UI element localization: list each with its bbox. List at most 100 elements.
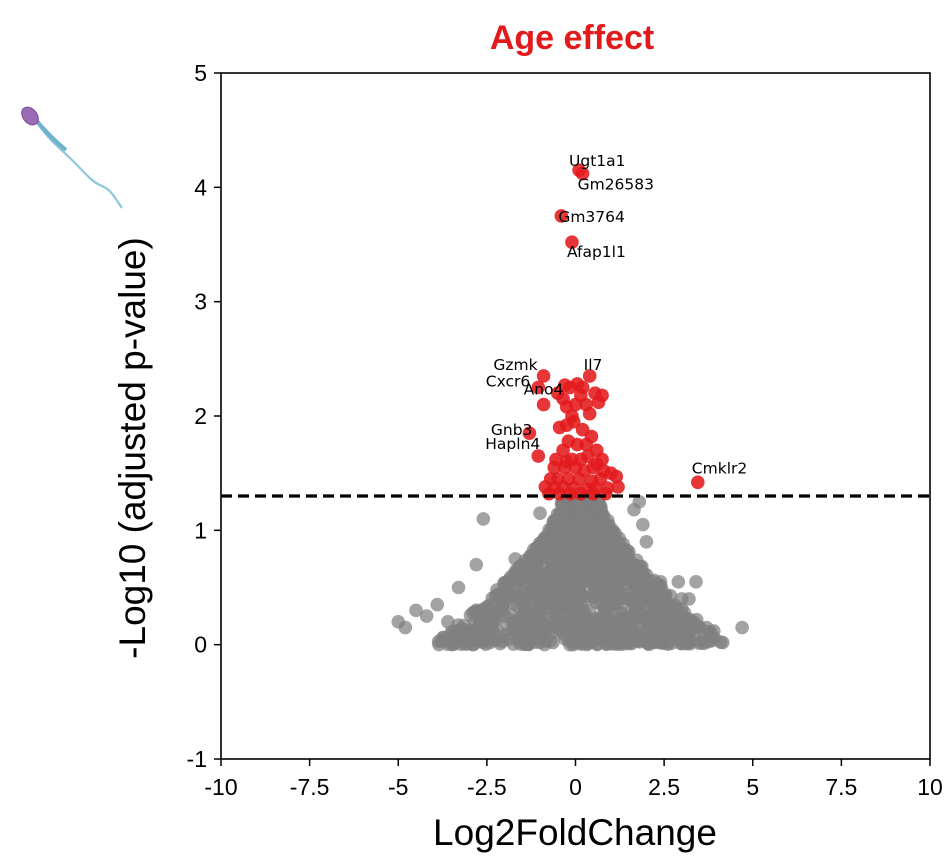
gene-point-nonsignificant [584,528,599,543]
gene-point-nonsignificant [608,628,623,643]
gene-point-significant [586,460,601,475]
gene-point-significant [582,406,597,421]
gene-point-significant [531,380,546,395]
gene-point-nonsignificant [689,574,703,589]
gene-point-nonsignificant [600,608,615,623]
x-tick-label: -5 [388,774,408,800]
gene-label-ugt1a1: Ugt1a1 [569,152,625,170]
gene-point-nonsignificant [706,624,721,638]
gene-label-cmklr2: Cmklr2 [692,459,747,477]
gene-point-nonsignificant [641,617,656,632]
gene-point-nonsignificant [398,620,413,635]
gene-point-nonsignificant [473,604,487,619]
x-tick-label: -7.5 [290,774,330,800]
gene-point-nonsignificant [451,580,466,595]
gene-point-significant [598,486,613,501]
gene-point-nonsignificant [658,587,673,602]
x-tick-label: 0 [569,774,582,800]
gene-point-nonsignificant [545,582,560,597]
gene-point-significant [566,414,581,429]
gene-point-nonsignificant [532,605,547,620]
gene-point-significant [556,443,570,458]
gene-point-significant [609,469,624,484]
gene-point-significant [591,395,606,410]
gene-point-nonsignificant [582,570,596,585]
gene-label-cxcr6: Cxcr6 [486,372,530,390]
gene-point-significant [565,235,579,250]
gene-point-nonsignificant [657,603,671,618]
gene-point-nonsignificant [636,580,651,595]
y-tick-label: 4 [194,174,207,200]
gene-point-nonsignificant [561,601,576,615]
gene-point-nonsignificant [510,599,525,613]
gene-point-nonsignificant [544,557,558,572]
gene-point-nonsignificant [572,616,587,631]
gene-point-nonsignificant [620,543,634,558]
gene-label-hapln4: Hapln4 [485,435,540,453]
gene-point-nonsignificant [522,606,536,621]
plot-frame [220,72,931,760]
gene-point-significant [549,452,563,467]
gene-point-nonsignificant [574,630,589,644]
y-axis-title: -Log10 (adjusted p-value) [112,237,153,659]
gene-point-significant [595,452,609,467]
gene-point-significant [559,454,574,469]
gene-point-nonsignificant [653,574,668,589]
gene-point-nonsignificant [594,597,609,612]
gene-point-nonsignificant [682,592,696,606]
gene-point-nonsignificant [468,633,483,648]
gene-point-nonsignificant [534,579,549,594]
gene-point-significant [568,397,583,412]
gene-point-nonsignificant [537,616,552,630]
gene-point-nonsignificant [476,512,491,526]
gene-point-nonsignificant [589,632,603,647]
gene-point-significant [579,437,593,452]
gene-point-nonsignificant [600,519,615,534]
x-axis-title: Log2FoldChange [433,812,717,853]
gene-point-significant [522,426,537,440]
gene-point-nonsignificant [508,613,522,627]
gene-point-significant [611,480,625,494]
gene-point-nonsignificant [544,604,559,618]
gene-point-nonsignificant [521,619,536,634]
gene-point-significant [581,449,595,463]
gene-point-significant [531,449,546,463]
gene-point-nonsignificant [613,611,628,626]
x-tick-label: -2.5 [467,774,507,800]
gene-point-nonsignificant [558,533,573,548]
gene-label-gnb3: Gnb3 [491,421,533,439]
y-tick-label: 1 [194,517,207,543]
gene-label-afap1l1: Afap1l1 [567,243,626,261]
gene-point-nonsignificant [664,636,679,651]
gene-point-significant [574,486,588,501]
gene-point-nonsignificant [469,557,484,572]
gene-point-nonsignificant [600,529,615,543]
gene-point-nonsignificant [613,571,628,586]
gene-point-nonsignificant [630,596,644,611]
gene-point-nonsignificant [686,614,700,629]
nonsignificant-points [391,492,749,652]
gene-point-nonsignificant [430,597,445,612]
gene-point-nonsignificant [483,598,497,612]
gene-point-nonsignificant [627,502,641,517]
y-tick-label: 3 [194,289,207,315]
gene-point-nonsignificant [490,633,505,648]
x-tick-label: 5 [746,774,759,800]
gene-point-nonsignificant [523,632,537,647]
gene-point-significant [691,475,705,490]
gene-point-nonsignificant [691,636,706,650]
gene-point-significant [582,369,597,383]
gene-point-nonsignificant [601,567,616,582]
gene-point-nonsignificant [434,634,449,648]
y-tick-label: 5 [194,60,207,86]
gene-point-significant [554,209,569,223]
gene-point-significant [536,397,551,412]
gene-labels: Ugt1a1 Gm26583 Gm3764 Afap1l1 Gzmk Il7 Cxcr6An… [485,152,747,477]
gene-label-gm26583: Gm26583 [578,176,654,194]
gene-label-gzmk: Gzmk [493,356,537,374]
gene-label-il7: Il7 [584,356,603,374]
gene-point-nonsignificant [519,568,533,582]
x-tick-label: 10 [917,774,943,800]
gene-point-nonsignificant [629,614,643,628]
